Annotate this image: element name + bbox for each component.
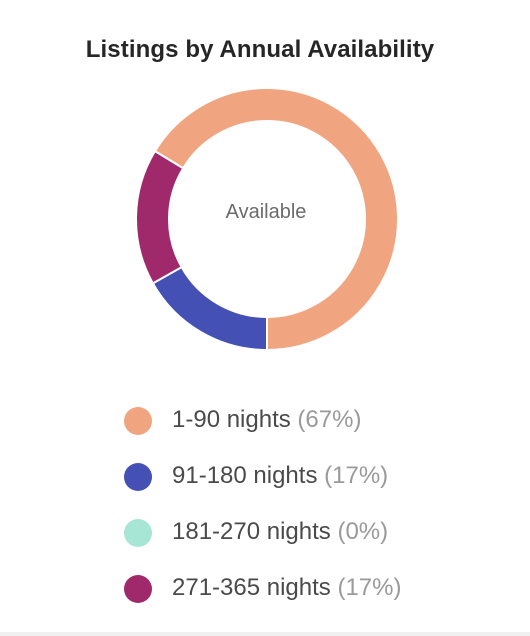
legend-item[interactable]: 181-270 nights (0%) bbox=[124, 512, 402, 568]
legend-swatch bbox=[124, 463, 152, 491]
legend-swatch bbox=[124, 519, 152, 547]
legend-percent: (0%) bbox=[337, 518, 389, 545]
donut-slice-4[interactable] bbox=[135, 149, 185, 285]
legend-item[interactable]: 271-365 nights (17%) bbox=[124, 568, 402, 624]
legend-percent: (17%) bbox=[324, 462, 389, 489]
chart-title: Listings by Annual Availability bbox=[85, 36, 435, 63]
legend-label: 1-90 nights bbox=[172, 406, 291, 433]
legend-percent: (67%) bbox=[297, 406, 362, 433]
legend-item[interactable]: 1-90 nights (67%) bbox=[124, 400, 402, 456]
donut-center-label: Available bbox=[225, 201, 307, 223]
donut-slice-2[interactable] bbox=[151, 265, 268, 351]
donut-chart bbox=[135, 87, 399, 351]
legend-item[interactable]: 91-180 nights (17%) bbox=[124, 456, 402, 512]
legend-label: 91-180 nights bbox=[172, 462, 318, 489]
donut-slice-1[interactable] bbox=[153, 87, 399, 351]
chart-legend: 1-90 nights (67%) 91-180 nights (17%) 181-… bbox=[124, 400, 402, 624]
legend-swatch bbox=[124, 575, 152, 603]
legend-swatch bbox=[124, 407, 152, 435]
legend-percent: (17%) bbox=[337, 574, 402, 601]
legend-label: 271-365 nights bbox=[172, 574, 331, 601]
legend-label: 181-270 nights bbox=[172, 518, 331, 545]
